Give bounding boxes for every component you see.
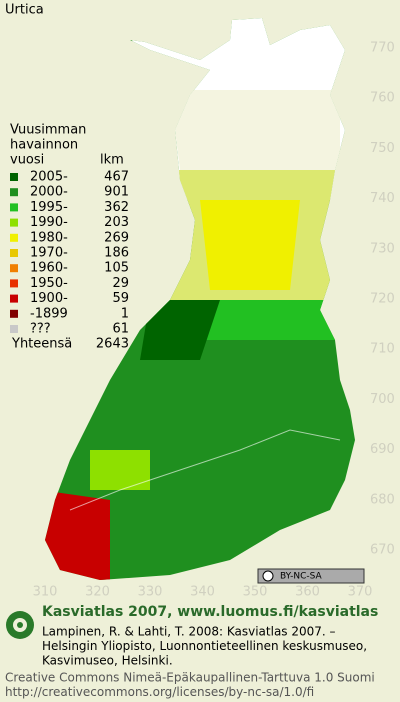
legend-count: 1 (121, 306, 129, 321)
legend-count: 269 (104, 230, 129, 245)
x-grid-label: 340 (190, 585, 215, 600)
map-sparse (170, 90, 340, 170)
species-title: Urtica (5, 3, 44, 18)
site-title: Kasviatlas 2007, www.luomus.fi/kasviatla… (42, 604, 378, 620)
badge-box (257, 568, 365, 584)
legend-count-heading: lkm (100, 153, 124, 168)
legend-heading: Vuusimman (10, 123, 86, 138)
x-grid-label: 330 (138, 585, 163, 600)
badge-text: BY-NC-SA (280, 572, 323, 582)
license-line: http://creativecommons.org/licenses/by-n… (5, 685, 314, 699)
legend-swatch (10, 203, 18, 212)
legend-label: 1980- (30, 230, 68, 245)
y-grid-label: 690 (370, 442, 395, 457)
legend-heading: vuosi (10, 153, 44, 168)
x-grid-label: 320 (85, 585, 110, 600)
legend-label: -1899 (30, 306, 68, 321)
logo (6, 611, 34, 639)
y-grid-label: 720 (370, 292, 395, 307)
cc-badge: BY-NC-SA (257, 568, 365, 584)
legend-swatch (10, 325, 18, 333)
legend-swatch (10, 188, 18, 197)
y-grid-label: 760 (370, 91, 395, 106)
y-grid-label: 700 (370, 392, 395, 407)
y-grid-label: 680 (370, 492, 395, 507)
legend-heading: havainnon (10, 138, 78, 153)
map-southwest-light (90, 450, 150, 490)
y-grid-label: 670 (370, 543, 395, 558)
legend-swatch (10, 249, 18, 257)
x-grid-label: 370 (348, 585, 373, 600)
legend-label: 1960- (30, 261, 68, 276)
legend-count: 29 (112, 276, 129, 291)
y-grid-label: 750 (370, 141, 395, 156)
y-grid-label: 710 (370, 342, 395, 357)
legend-count: 362 (104, 200, 129, 215)
legend-swatch (10, 233, 18, 242)
legend-label: 1950- (30, 276, 68, 291)
legend-label: 2005- (30, 170, 68, 185)
badge-icon (262, 570, 274, 582)
legend-label: 1995- (30, 200, 68, 215)
legend-swatch (10, 173, 18, 181)
legend-swatch (10, 264, 18, 273)
citation-line: Helsingin Yliopisto, Luonnontieteellinen… (42, 639, 367, 653)
x-grid-label: 360 (295, 585, 320, 600)
legend-label: 1900- (30, 291, 68, 306)
legend-swatch (10, 294, 18, 303)
legend-count: 59 (112, 291, 129, 306)
x-grid-label: 310 (33, 585, 58, 600)
legend-label: 2000- (30, 185, 68, 200)
legend-count: 467 (104, 170, 129, 185)
y-grid-label: 740 (370, 191, 395, 206)
x-grid-label: 350 (243, 585, 268, 600)
map-yellow (200, 200, 300, 290)
legend-count: 203 (104, 215, 129, 230)
legend-count: 901 (104, 185, 129, 200)
legend-count: 186 (104, 246, 129, 261)
citation-line: Kasvimuseo, Helsinki. (42, 654, 173, 668)
license-line: Creative Commons Nimeä-Epäkaupallinen-Ta… (5, 671, 375, 685)
total-label: Yhteensä (11, 337, 72, 352)
total-count: 2643 (96, 337, 129, 352)
y-grid-label: 770 (370, 41, 395, 56)
legend-swatch (10, 218, 18, 227)
logo-core (17, 622, 23, 628)
region-border (69, 429, 341, 511)
legend-count: 61 (112, 322, 129, 337)
legend-label: 1990- (30, 215, 68, 230)
legend-label: ??? (30, 322, 51, 337)
y-grid-label: 730 (370, 241, 395, 256)
legend-label: 1970- (30, 246, 68, 261)
legend-swatch (10, 279, 18, 288)
map-darkgreen (140, 300, 220, 360)
legend-count: 105 (104, 261, 129, 276)
legend-swatch (10, 309, 18, 318)
citation-line: Lampinen, R. & Lahti, T. 2008: Kasviatla… (42, 625, 336, 639)
